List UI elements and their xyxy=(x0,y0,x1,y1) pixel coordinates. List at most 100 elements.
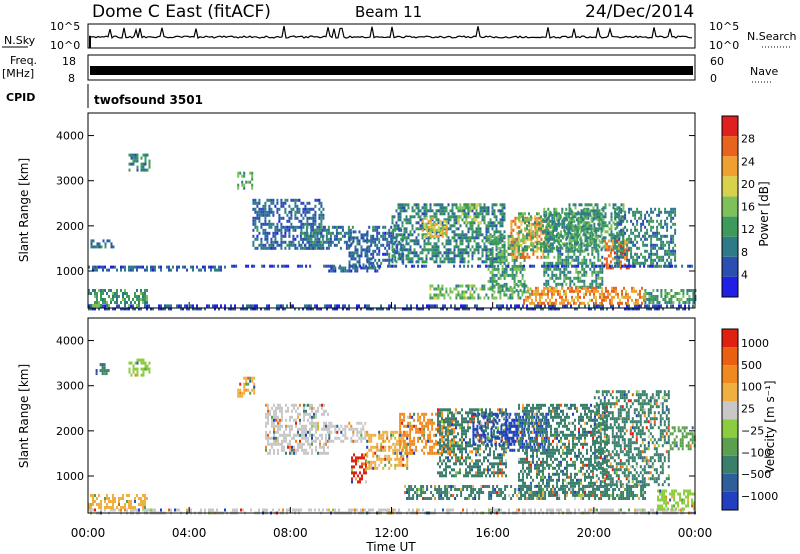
heatmap-cell xyxy=(607,295,609,299)
heatmap-cell xyxy=(142,358,145,362)
heatmap-cell xyxy=(273,409,275,413)
heatmap-cell xyxy=(317,451,319,455)
heatmap-cell xyxy=(277,403,279,407)
heatmap-cell xyxy=(578,508,580,512)
heatmap-cell xyxy=(596,203,599,207)
heatmap-cell xyxy=(451,236,454,240)
heatmap-cell xyxy=(271,445,273,449)
heatmap-cell xyxy=(503,273,506,277)
heatmap-cell xyxy=(318,201,321,205)
heatmap-cell xyxy=(327,240,330,244)
heatmap-cell xyxy=(393,224,396,228)
heatmap-cell xyxy=(104,506,106,509)
heatmap-cell xyxy=(642,261,645,265)
heatmap-cell xyxy=(547,282,550,286)
heatmap-cell xyxy=(354,236,357,240)
heatmap-cell xyxy=(510,246,513,250)
heatmap-cell xyxy=(274,240,277,244)
heatmap-cell xyxy=(550,508,552,512)
heatmap-cell xyxy=(264,234,267,238)
heatmap-cell xyxy=(122,292,124,295)
heatmap-cell xyxy=(280,222,283,226)
heatmap-cell xyxy=(565,207,568,211)
heatmap-cell xyxy=(397,212,400,216)
heatmap-cell xyxy=(692,301,695,304)
heatmap-cell xyxy=(636,307,638,311)
heatmap-cell xyxy=(323,403,325,407)
heatmap-cell xyxy=(583,258,586,262)
colorbar-tick-label: 28 xyxy=(741,133,755,146)
heatmap-cell xyxy=(340,269,343,273)
heatmap-cell xyxy=(289,442,291,446)
heatmap-cell xyxy=(553,207,556,211)
heatmap-cell xyxy=(483,215,486,219)
heatmap-cell xyxy=(277,439,279,443)
heatmap-cell xyxy=(288,243,291,247)
heatmap-cell xyxy=(346,307,348,311)
heatmap-cell xyxy=(92,307,94,311)
heatmap-cell xyxy=(582,242,585,246)
heatmap-cell xyxy=(172,265,174,269)
heatmap-cell xyxy=(301,427,303,431)
heatmap-cell xyxy=(668,243,671,247)
heatmap-cell xyxy=(634,237,637,241)
heatmap-cell xyxy=(429,206,432,210)
heatmap-cell xyxy=(611,257,614,261)
heatmap-cell xyxy=(312,243,315,247)
heatmap-cell xyxy=(124,304,126,307)
heatmap-cell xyxy=(545,292,547,296)
heatmap-cell xyxy=(583,295,585,299)
heatmap-cell xyxy=(283,448,285,452)
heatmap-cell xyxy=(636,240,639,244)
heatmap-cell xyxy=(567,258,570,262)
heatmap-cell xyxy=(455,284,458,288)
heatmap-cell xyxy=(306,222,309,226)
heatmap-cell xyxy=(451,224,454,228)
heatmap-cell xyxy=(579,289,581,293)
heatmap-cell xyxy=(666,304,668,308)
heatmap-cell xyxy=(591,289,593,293)
heatmap-cell xyxy=(212,265,214,269)
heatmap-cell xyxy=(625,295,627,299)
heatmap-cell xyxy=(411,227,414,231)
heatmap-cell xyxy=(488,508,490,512)
heatmap-cell xyxy=(160,268,162,272)
heatmap-cell xyxy=(276,240,279,244)
heatmap-cell xyxy=(335,234,338,238)
heatmap-cell xyxy=(650,307,652,311)
heatmap-cell xyxy=(535,289,537,293)
heatmap-cell xyxy=(378,266,381,270)
heatmap-cell xyxy=(380,304,382,308)
heatmap-cell xyxy=(538,221,540,225)
heatmap-cell xyxy=(444,304,446,308)
heatmap-cell xyxy=(672,207,675,211)
heatmap-cell xyxy=(529,295,531,299)
heatmap-cell xyxy=(245,264,248,268)
heatmap-cell xyxy=(441,228,444,232)
heatmap-cell xyxy=(421,224,424,228)
heatmap-cell xyxy=(576,212,579,216)
heatmap-cell xyxy=(312,228,315,232)
heatmap-cell xyxy=(590,218,593,222)
heatmap-cell xyxy=(574,242,577,246)
heatmap-cell xyxy=(489,287,492,291)
heatmap-cell xyxy=(409,233,412,237)
heatmap-cell xyxy=(519,252,522,256)
heatmap-cell xyxy=(471,209,474,213)
heatmap-cell xyxy=(648,213,651,217)
heatmap-cell xyxy=(282,304,284,308)
heatmap-cell xyxy=(523,264,526,268)
heatmap-cell xyxy=(495,218,498,222)
heatmap-cell xyxy=(399,215,402,219)
heatmap-cell xyxy=(638,234,641,238)
heatmap-cell xyxy=(534,307,536,311)
heatmap-cell xyxy=(295,439,297,443)
heatmap-cell xyxy=(465,206,468,210)
heatmap-cell xyxy=(534,224,536,228)
heatmap-cell xyxy=(379,264,382,268)
heatmap-cell xyxy=(577,279,580,283)
heatmap-cell xyxy=(304,222,307,226)
heatmap-cell xyxy=(291,403,293,407)
heatmap-cell xyxy=(522,304,524,308)
heatmap-cell xyxy=(593,267,596,271)
